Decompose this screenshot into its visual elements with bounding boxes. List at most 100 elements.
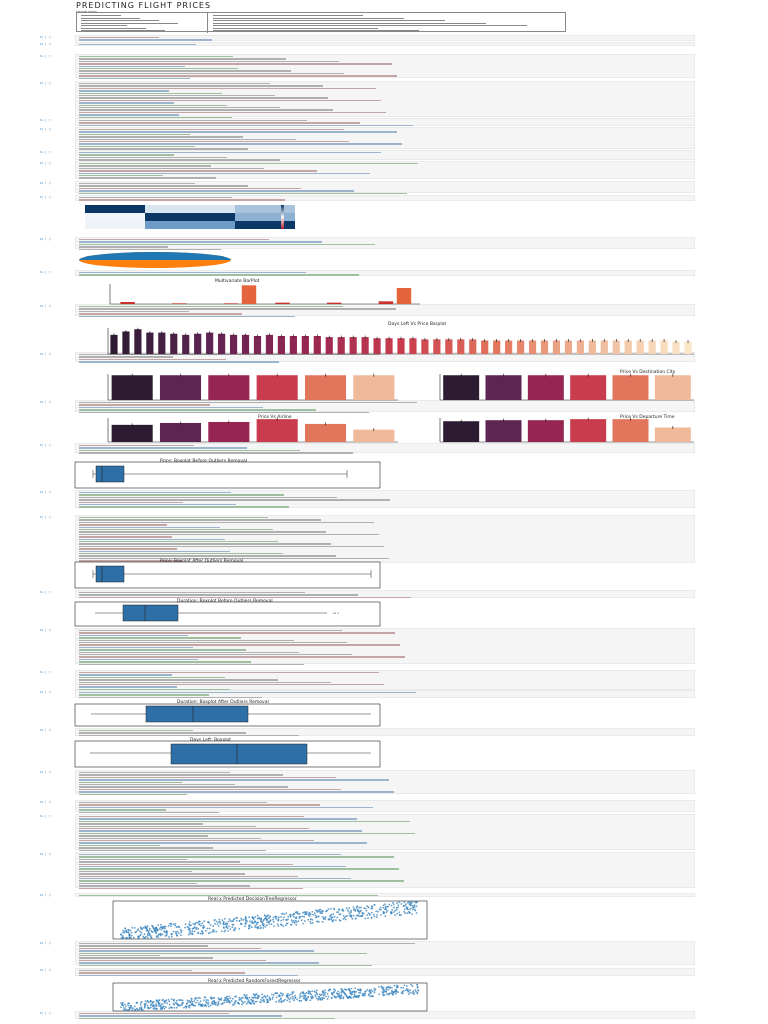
cell-prompt: In [ ]: <box>40 195 52 199</box>
code-cell[interactable] <box>75 515 695 564</box>
code-line <box>79 406 263 409</box>
scatter-point <box>251 996 254 999</box>
code-line <box>79 449 300 452</box>
scatter-point <box>318 908 321 911</box>
scatter-point <box>168 1007 171 1009</box>
scatter-point <box>136 1008 139 1011</box>
scatter-point <box>207 932 210 935</box>
code-line <box>79 679 278 681</box>
code-line <box>79 832 415 835</box>
scatter-point <box>417 989 420 992</box>
code-line <box>79 686 177 688</box>
bar <box>353 375 395 400</box>
code-cell[interactable] <box>75 800 695 813</box>
scatter-point <box>305 999 308 1002</box>
bar <box>325 337 333 354</box>
scatter-point <box>188 999 191 1002</box>
code-cell[interactable] <box>75 490 695 508</box>
scatter-point <box>366 905 368 907</box>
code-cell[interactable] <box>75 590 695 599</box>
scatter-point <box>324 991 327 994</box>
code-cell[interactable] <box>75 814 695 851</box>
code-cell[interactable] <box>75 270 695 276</box>
code-cell[interactable] <box>75 770 695 795</box>
scatter-point <box>190 1003 193 1006</box>
bar <box>158 332 166 354</box>
scatter-point <box>174 923 177 925</box>
code-line <box>79 970 192 972</box>
code-cell[interactable] <box>75 127 695 150</box>
dest-city-title: Price Vs Destination City <box>620 370 676 375</box>
scatter-point <box>197 1002 200 1004</box>
scatter-point <box>159 933 161 935</box>
code-cell[interactable] <box>75 118 695 127</box>
code-line <box>79 63 392 65</box>
scatter-point <box>158 999 161 1001</box>
scatter-point <box>414 989 417 991</box>
code-cell[interactable] <box>75 161 695 179</box>
code-line <box>79 856 394 858</box>
code-cell[interactable] <box>75 968 695 977</box>
scatter-point <box>330 907 332 910</box>
scatter-point <box>393 984 396 987</box>
code-cell[interactable] <box>75 352 695 363</box>
code-cell[interactable] <box>75 81 695 118</box>
scatter-point <box>130 934 133 937</box>
scatter-point <box>354 917 357 920</box>
scatter-point <box>302 997 305 1000</box>
scatter-point <box>144 1000 147 1002</box>
code-line <box>79 141 349 143</box>
scatter-point <box>333 991 335 994</box>
code-line <box>79 308 396 310</box>
code-cell[interactable] <box>75 150 695 161</box>
scatter-point <box>198 923 200 926</box>
scatter-point <box>245 1002 248 1005</box>
code-cell[interactable] <box>75 400 695 413</box>
code-cell[interactable] <box>75 237 695 250</box>
code-line <box>79 37 159 39</box>
code-line <box>79 947 261 950</box>
code-cell[interactable] <box>75 195 695 201</box>
code-cell[interactable] <box>75 941 695 966</box>
code-cell[interactable] <box>75 443 695 454</box>
code-cell[interactable] <box>75 1011 695 1020</box>
scatter-point <box>237 1002 240 1004</box>
code-cell[interactable] <box>75 893 695 897</box>
cell-prompt: In [ ]: <box>40 814 52 818</box>
code-line <box>79 315 295 317</box>
code-cell[interactable] <box>75 181 695 194</box>
scatter-point <box>238 919 241 922</box>
scatter-point <box>381 986 383 988</box>
scatter-point <box>299 992 302 995</box>
scatter-point <box>176 934 178 937</box>
scatter-point <box>297 920 300 922</box>
scatter-point <box>150 1006 152 1009</box>
code-line <box>79 504 236 506</box>
scatter-point <box>172 923 175 925</box>
scatter-point <box>287 918 289 920</box>
scatter-point <box>298 917 301 920</box>
scatter-point <box>298 996 301 999</box>
bar <box>327 302 342 304</box>
scatter-point <box>252 922 254 925</box>
scatter-point <box>147 1007 150 1010</box>
code-line <box>79 274 359 276</box>
code-cell[interactable] <box>75 852 695 889</box>
scatter-point <box>344 988 347 991</box>
code-cell[interactable] <box>75 42 695 46</box>
code-cell[interactable] <box>75 35 695 41</box>
scatter-point <box>371 990 374 993</box>
code-cell[interactable] <box>75 670 695 691</box>
code-cell[interactable] <box>75 628 695 665</box>
bar <box>527 375 564 400</box>
code-cell[interactable] <box>75 728 695 737</box>
scatter-point <box>339 913 342 916</box>
scatter-point <box>125 1009 127 1011</box>
scatter-point <box>240 997 243 1000</box>
code-cell[interactable] <box>75 54 695 79</box>
scatter-point <box>139 930 141 933</box>
code-line <box>79 639 294 641</box>
code-cell[interactable] <box>75 690 695 699</box>
code-line <box>79 541 278 543</box>
code-cell[interactable] <box>75 304 695 317</box>
